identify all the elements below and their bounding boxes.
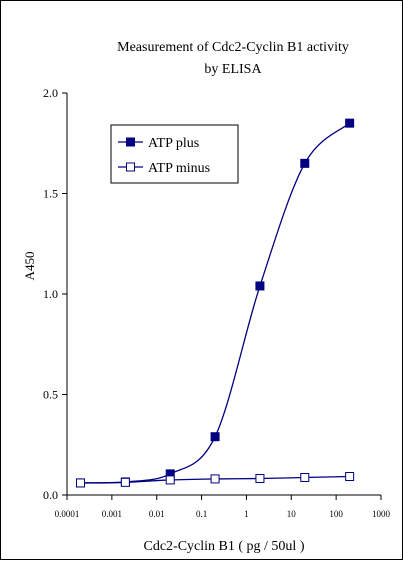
x-axis-label: Cdc2-Cyclin B1 ( pg / 50ul )	[144, 539, 305, 554]
data-point	[300, 473, 310, 483]
x-tick-label: 0.0001	[55, 509, 80, 519]
data-point	[255, 281, 265, 291]
data-point	[76, 478, 86, 488]
legend-box	[110, 124, 239, 184]
data-point	[300, 158, 310, 168]
data-point	[345, 472, 355, 482]
x-tick-label: 10	[287, 509, 297, 519]
data-point	[345, 118, 355, 128]
y-tick-label: 0.0	[43, 488, 58, 502]
data-point	[120, 477, 130, 487]
x-tick-label: 1000	[372, 509, 391, 519]
data-point	[165, 475, 175, 485]
legend-entry: ATP plus	[148, 136, 199, 151]
legend: ATP plus ATP minus	[110, 124, 239, 184]
series-2	[76, 472, 355, 488]
data-point	[210, 432, 220, 442]
x-tick-label: 0.1	[196, 509, 207, 519]
legend-marker	[126, 162, 135, 172]
x-tick-label: 100	[329, 509, 343, 519]
series-layer	[76, 118, 355, 488]
x-tick-label: 0.01	[149, 509, 165, 519]
y-axis-label: A450	[22, 252, 37, 281]
data-point	[255, 474, 265, 484]
y-tick-label: 0.5	[43, 388, 58, 402]
x-tick-label: 0.001	[102, 509, 122, 519]
data-point	[210, 474, 220, 484]
legend-marker	[126, 137, 135, 147]
y-tick-label: 1.5	[43, 187, 58, 201]
y-tick-label: 1.0	[43, 287, 58, 301]
axes: 0.0 0.5 1.0 1.5 2.0 0.0001 0.001 0.01 0.1 1 10 100 1…	[43, 86, 391, 519]
legend-entry: ATP minus	[148, 161, 210, 176]
chart-subtitle: by ELISA	[204, 62, 262, 77]
chart-title: Measurement of Cdc2-Cyclin B1 activity	[117, 40, 349, 55]
y-tick-label: 2.0	[43, 86, 58, 100]
x-tick-label: 1	[244, 509, 249, 519]
